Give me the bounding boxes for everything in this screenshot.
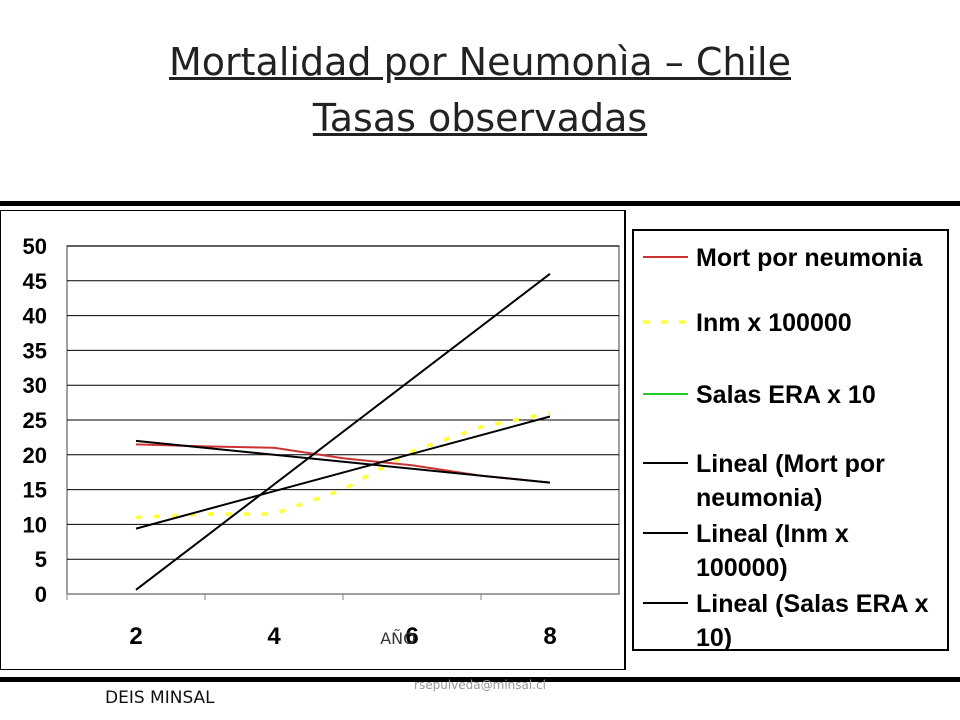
page-title: Mortalidad por Neumonìa – Chile	[169, 40, 791, 84]
series-line-2	[135, 411, 551, 520]
top-divider	[0, 201, 960, 206]
y-tick-label: 40	[23, 304, 47, 329]
legend-label-1: Mort por neumonia	[696, 244, 923, 272]
footer-email: rsepulveda@minsal.cl	[414, 678, 546, 692]
legend: Mort por neumonia Inm x 100000 Salas ERA x…	[643, 244, 929, 652]
chart: 0 5 10 15 20 25 30 35 40 45 50 2 4 6 8 AÑO Mort por ne…	[0, 210, 949, 670]
series-lines	[135, 273, 551, 591]
series-line-6	[135, 273, 551, 591]
legend-box	[632, 229, 949, 651]
legend-label-5: Lineal (Inm x 100000)	[696, 520, 849, 582]
series-line-5	[135, 415, 551, 530]
x-tick-label: 8	[543, 623, 556, 650]
grid-lines	[67, 245, 619, 560]
footer-source: DEIS MINSAL	[105, 688, 215, 708]
legend-label-6: Lineal (Salas ERA x 10)	[696, 590, 929, 652]
y-tick-label: 50	[23, 234, 47, 259]
y-tick-label: 30	[23, 373, 47, 398]
x-tick-label: 2	[129, 623, 142, 650]
y-tick-label: 0	[35, 582, 47, 607]
y-tick-label: 10	[23, 512, 47, 537]
x-tick-label: 4	[267, 623, 281, 650]
legend-label-4: Lineal (Mort por neumonia)	[696, 450, 885, 512]
page-subtitle: Tasas observadas	[312, 96, 648, 140]
y-tick-label: 35	[23, 338, 47, 363]
y-tick-label: 20	[23, 443, 47, 468]
y-tick-label: 45	[23, 269, 47, 294]
x-axis-title: AÑO	[380, 629, 416, 648]
y-tick-label: 5	[35, 547, 47, 572]
y-tick-label: 15	[23, 478, 47, 503]
legend-label-2: Inm x 100000	[696, 309, 852, 337]
y-tick-label: 25	[23, 408, 47, 433]
legend-label-3: Salas ERA x 10	[696, 381, 876, 409]
tick-labels: 0 5 10 15 20 25 30 35 40 45 50 2 4 6 8	[23, 234, 557, 650]
x-tick-label: 6	[405, 623, 418, 650]
series-line-4	[135, 439, 551, 484]
bottom-divider	[0, 677, 960, 682]
